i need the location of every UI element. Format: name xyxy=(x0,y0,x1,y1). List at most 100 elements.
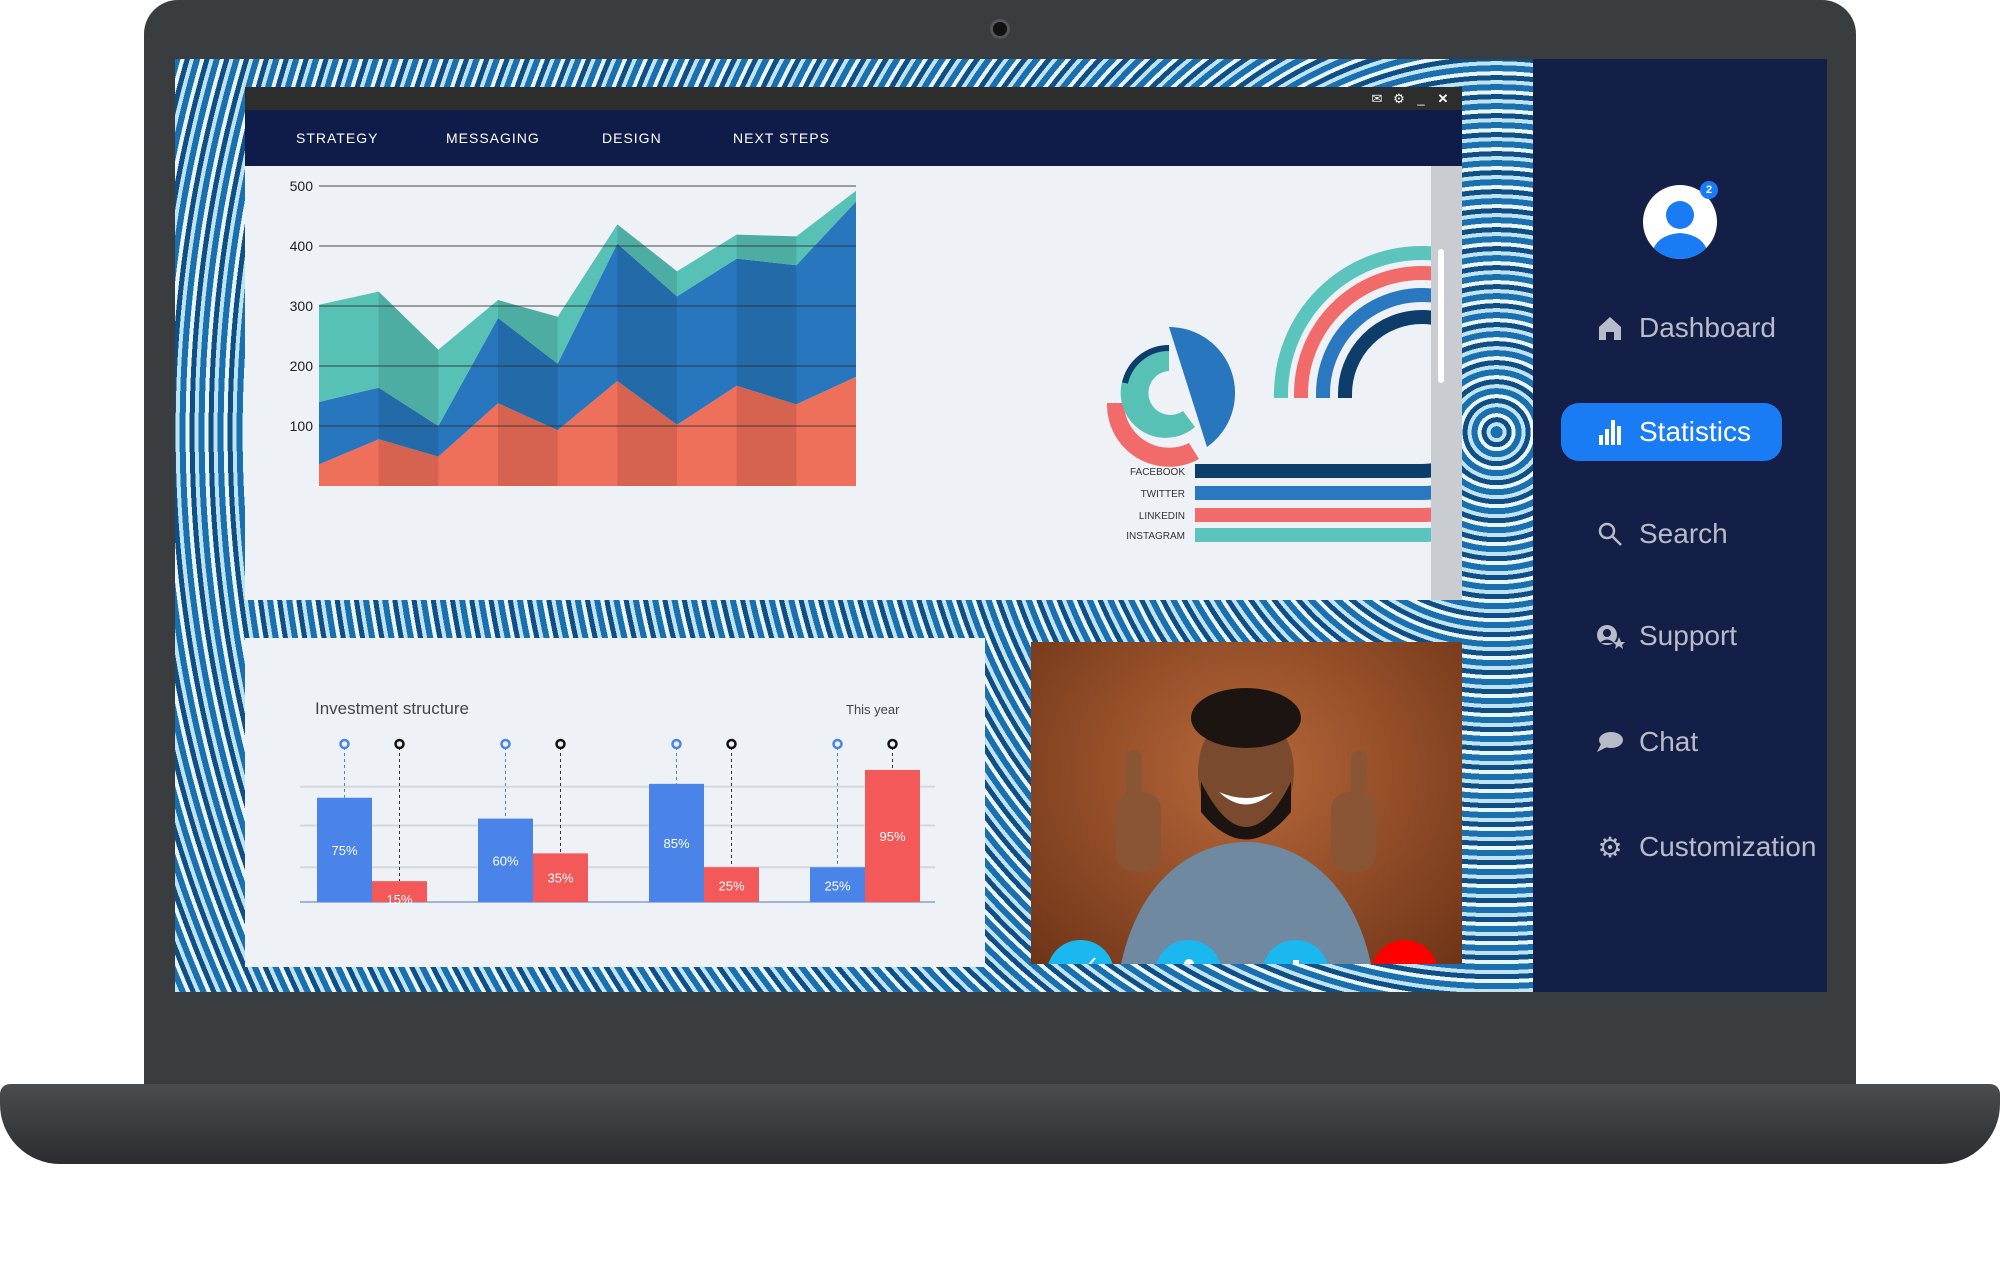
scrollbar[interactable] xyxy=(1431,166,1462,600)
marker-dot xyxy=(339,738,350,750)
bar xyxy=(533,853,588,902)
donut-slice xyxy=(1106,403,1199,467)
bar-label: 25% xyxy=(718,878,744,893)
area-series-1 xyxy=(319,201,856,465)
marker-dot xyxy=(671,738,682,750)
investment-bar-chart: Investment structure This year 75% 60% 85%… xyxy=(300,699,935,907)
laptop-base xyxy=(0,1084,2000,1164)
area-shade xyxy=(617,243,677,425)
sidebar: 2 Dashboard Statistics Search Support Ch… xyxy=(1533,59,1827,992)
area-shade xyxy=(378,439,439,486)
webcam xyxy=(990,19,1010,39)
sidebar-item-statistics[interactable]: Statistics xyxy=(1595,412,1751,452)
bar xyxy=(478,818,533,902)
area-shade xyxy=(736,385,797,486)
bar-chart-icon xyxy=(1595,418,1625,446)
sidebar-item-customization[interactable]: ⚙ Customization xyxy=(1595,827,1816,867)
sidebar-item-search[interactable]: Search xyxy=(1595,514,1728,554)
area-shade xyxy=(498,318,558,431)
support-icon xyxy=(1595,623,1625,649)
area-shade xyxy=(736,258,797,405)
legend-label: LINKEDIN xyxy=(1139,511,1185,522)
area-series-0 xyxy=(319,376,856,486)
bar xyxy=(704,867,759,902)
bar xyxy=(649,783,704,902)
radial-bar-instagram xyxy=(1195,246,1431,542)
radial-bar-facebook xyxy=(1195,310,1431,478)
close-icon[interactable]: ✕ xyxy=(1437,91,1449,106)
search-icon xyxy=(1595,521,1625,547)
screen: ✉ ⚙ _ ✕ STRATEGY MESSAGING DESIGN NEXT S… xyxy=(175,59,1827,992)
chart-title: Investment structure xyxy=(315,699,469,718)
bar-label: 60% xyxy=(492,853,518,868)
donut-slice xyxy=(1120,347,1195,438)
marker-dot xyxy=(832,738,843,750)
minimize-icon[interactable]: _ xyxy=(1417,91,1425,106)
radial-bar-linkedin xyxy=(1195,266,1431,522)
y-tick-label: 200 xyxy=(290,358,314,374)
charts-area: 100 200 300 400 500 FACEBOOK TWITTER LINKEDIN I… xyxy=(290,178,1431,542)
avatar[interactable] xyxy=(1643,185,1717,259)
sidebar-item-label: Statistics xyxy=(1639,416,1752,447)
sidebar-item-dashboard[interactable]: Dashboard xyxy=(1595,308,1776,348)
chat-icon xyxy=(1595,730,1625,754)
bar-label: 15% xyxy=(386,892,412,907)
participant-video xyxy=(1116,688,1376,964)
area-shade xyxy=(617,381,677,486)
donut-slice xyxy=(1169,326,1236,447)
tab-design[interactable]: DESIGN xyxy=(602,130,662,146)
marker-dot xyxy=(500,738,511,750)
marker-dot xyxy=(555,738,566,750)
home-icon xyxy=(1595,315,1625,341)
bar xyxy=(372,881,427,902)
tab-bar: STRATEGY MESSAGING DESIGN NEXT STEPS xyxy=(245,110,1462,166)
scrollbar-thumb[interactable] xyxy=(1438,249,1444,383)
app-window: ✉ ⚙ _ ✕ STRATEGY MESSAGING DESIGN NEXT S… xyxy=(245,87,1462,600)
bar-label: 25% xyxy=(824,878,850,893)
tab-strategy[interactable]: STRATEGY xyxy=(296,130,379,146)
notification-badge: 2 xyxy=(1700,181,1718,199)
area-shade xyxy=(378,387,439,457)
bar xyxy=(810,867,865,902)
marker-dot xyxy=(887,738,898,750)
bar-label: 35% xyxy=(547,871,573,886)
bar xyxy=(865,769,920,902)
marker-dot xyxy=(394,738,405,750)
area-shade xyxy=(498,300,558,364)
legend-label: TWITTER xyxy=(1141,489,1185,500)
bar-label: 95% xyxy=(879,829,905,844)
area-shade xyxy=(498,403,558,486)
sidebar-item-label: Dashboard xyxy=(1639,312,1776,343)
tab-next-steps[interactable]: NEXT STEPS xyxy=(733,130,830,146)
sidebar-item-label: Chat xyxy=(1639,726,1699,757)
legend-label: FACEBOOK xyxy=(1130,467,1185,478)
sidebar-item-chat[interactable]: Chat xyxy=(1595,722,1698,762)
bar-label: 75% xyxy=(331,843,357,858)
chart-subtitle: This year xyxy=(846,702,900,717)
radial-bar-twitter xyxy=(1195,288,1431,500)
legend-label: INSTAGRAM xyxy=(1126,531,1185,542)
radial-bar-chart: FACEBOOK TWITTER LINKEDIN INSTAGRAM xyxy=(1126,246,1431,542)
area-shade xyxy=(378,291,439,426)
area-chart: 100 200 300 400 500 xyxy=(290,178,856,486)
area-series-2 xyxy=(319,190,856,426)
donut-slice xyxy=(1122,344,1170,384)
bar-label: 85% xyxy=(663,836,689,851)
mail-icon[interactable]: ✉ xyxy=(1371,91,1383,106)
y-tick-label: 100 xyxy=(290,418,314,434)
investment-panel: Investment structure This year 75% 60% 85%… xyxy=(245,638,985,967)
area-shade xyxy=(617,224,677,297)
bar xyxy=(317,797,372,902)
marker-dot xyxy=(726,738,737,750)
gear-icon[interactable]: ⚙ xyxy=(1393,91,1405,106)
video-call xyxy=(1031,642,1462,964)
donut-chart xyxy=(1106,326,1236,467)
y-tick-label: 500 xyxy=(290,178,314,194)
gear-icon: ⚙ xyxy=(1597,831,1623,863)
sidebar-item-label: Customization xyxy=(1639,831,1817,862)
tab-messaging[interactable]: MESSAGING xyxy=(446,130,540,146)
area-shade xyxy=(736,234,797,266)
sidebar-item-label: Support xyxy=(1639,620,1738,651)
active-item-highlight xyxy=(1561,403,1782,461)
sidebar-item-support[interactable]: Support xyxy=(1595,616,1737,656)
